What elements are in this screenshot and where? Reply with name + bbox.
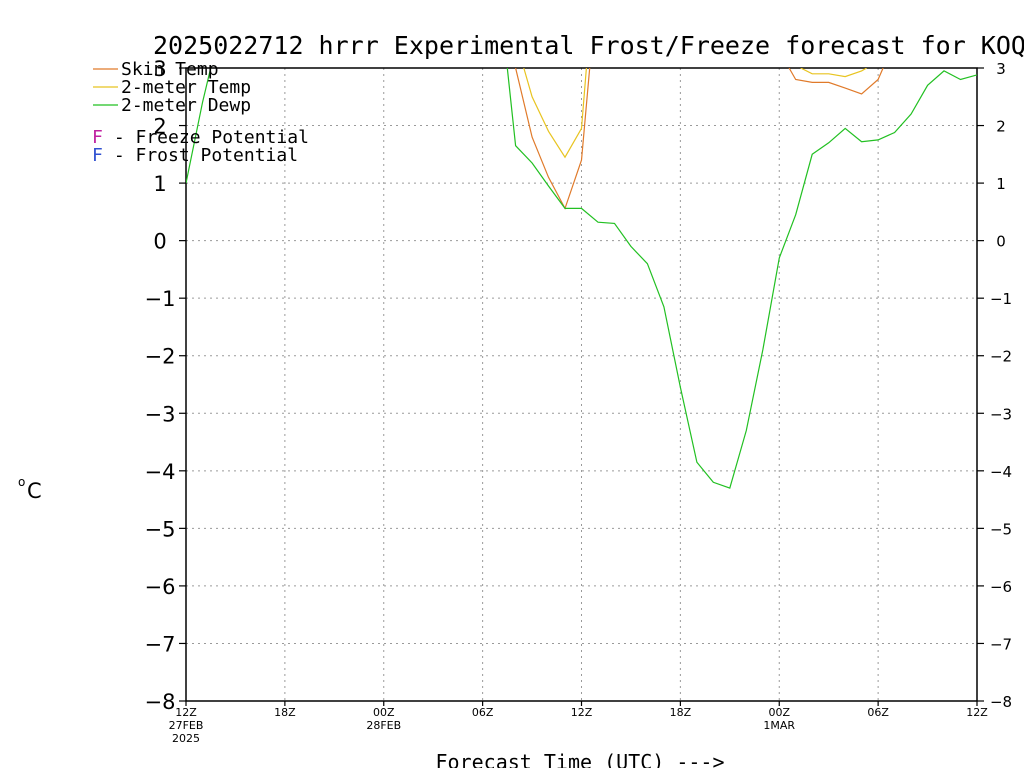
- y-tick-label-right: 3: [996, 60, 1006, 78]
- y-tick-label-left: 2: [153, 115, 166, 139]
- x-tick-label: 18Z: [670, 706, 692, 719]
- series-2-meter-dewp: [186, 68, 977, 489]
- x-tick-label: 00Z: [373, 706, 395, 719]
- y-tick-label-left: −1: [145, 287, 176, 311]
- y-tick-label-right: 0: [996, 233, 1006, 251]
- grid-layer: [186, 68, 977, 701]
- chart-title: 2025022712 hrrr Experimental Frost/Freez…: [153, 31, 1024, 60]
- series-line: [800, 68, 867, 78]
- legend-label: - Freeze Potential: [103, 127, 309, 148]
- x-tick-label: 1MAR: [763, 719, 795, 732]
- y-tick-label-left: −6: [145, 575, 176, 599]
- series-2-meter-temp: [523, 68, 867, 159]
- x-tick-label: 12Z: [571, 706, 593, 719]
- x-tick-label: 28FEB: [366, 719, 401, 732]
- series-skin-temp: [515, 68, 884, 210]
- tick-layer: −8 −8 −7 −7 −6 −6 −5 −5 −4 −4 −3 −3 −2 −2 −1 −1 0 0 1 1 2 2 3 3…: [145, 57, 1013, 745]
- y-tick-label-right: −8: [990, 693, 1012, 711]
- legend-marker: F: [92, 145, 103, 166]
- y-tick-label-left: 1: [153, 172, 166, 196]
- x-tick-label: 2025: [172, 732, 200, 745]
- x-tick-label: 06Z: [472, 706, 494, 719]
- x-tick-label: 12Z: [175, 706, 197, 719]
- legend-label: Skin Temp: [121, 59, 219, 80]
- x-tick-label: 12Z: [966, 706, 988, 719]
- y-tick-label-left: −3: [145, 402, 176, 426]
- y-tick-label-left: −8: [145, 690, 176, 714]
- series-line: [186, 68, 212, 184]
- y-tick-label-left: −7: [145, 632, 176, 656]
- y-tick-label-right: 2: [996, 118, 1006, 136]
- series-layer: [186, 68, 977, 489]
- y-tick-label-right: −6: [990, 578, 1012, 596]
- series-line: [788, 68, 884, 95]
- y-tick-label-right: −7: [990, 635, 1012, 653]
- series-line: [523, 68, 587, 159]
- y-tick-label-right: −3: [990, 405, 1012, 423]
- legend-marker: F: [92, 127, 103, 148]
- y-tick-label-right: 1: [996, 175, 1006, 193]
- x-tick-label: 06Z: [867, 706, 889, 719]
- legend-label: 2-meter Dewp: [121, 95, 251, 116]
- y-axis-unit-degree: o: [18, 475, 25, 489]
- y-tick-label-left: 0: [153, 230, 166, 254]
- x-tick-label: 00Z: [768, 706, 790, 719]
- x-axis-label: Forecast Time (UTC) --->: [436, 750, 725, 768]
- series-line: [506, 68, 977, 489]
- legend-label: - Frost Potential: [103, 145, 298, 166]
- y-tick-label-right: −2: [990, 348, 1012, 366]
- y-axis-unit: C: [27, 479, 42, 503]
- y-tick-label-left: −5: [145, 517, 176, 541]
- y-tick-label-right: −4: [990, 463, 1012, 481]
- plot-frame: [185, 67, 978, 702]
- y-tick-label-right: −1: [990, 290, 1012, 308]
- y-tick-label-right: −5: [990, 520, 1012, 538]
- y-tick-label-left: 3: [153, 57, 166, 81]
- x-tick-label: 27FEB: [169, 719, 204, 732]
- series-line: [515, 68, 591, 210]
- legend-label: 2-meter Temp: [121, 77, 251, 98]
- x-tick-label: 18Z: [274, 706, 296, 719]
- y-tick-label-left: −2: [145, 345, 176, 369]
- y-tick-label-left: −4: [145, 460, 176, 484]
